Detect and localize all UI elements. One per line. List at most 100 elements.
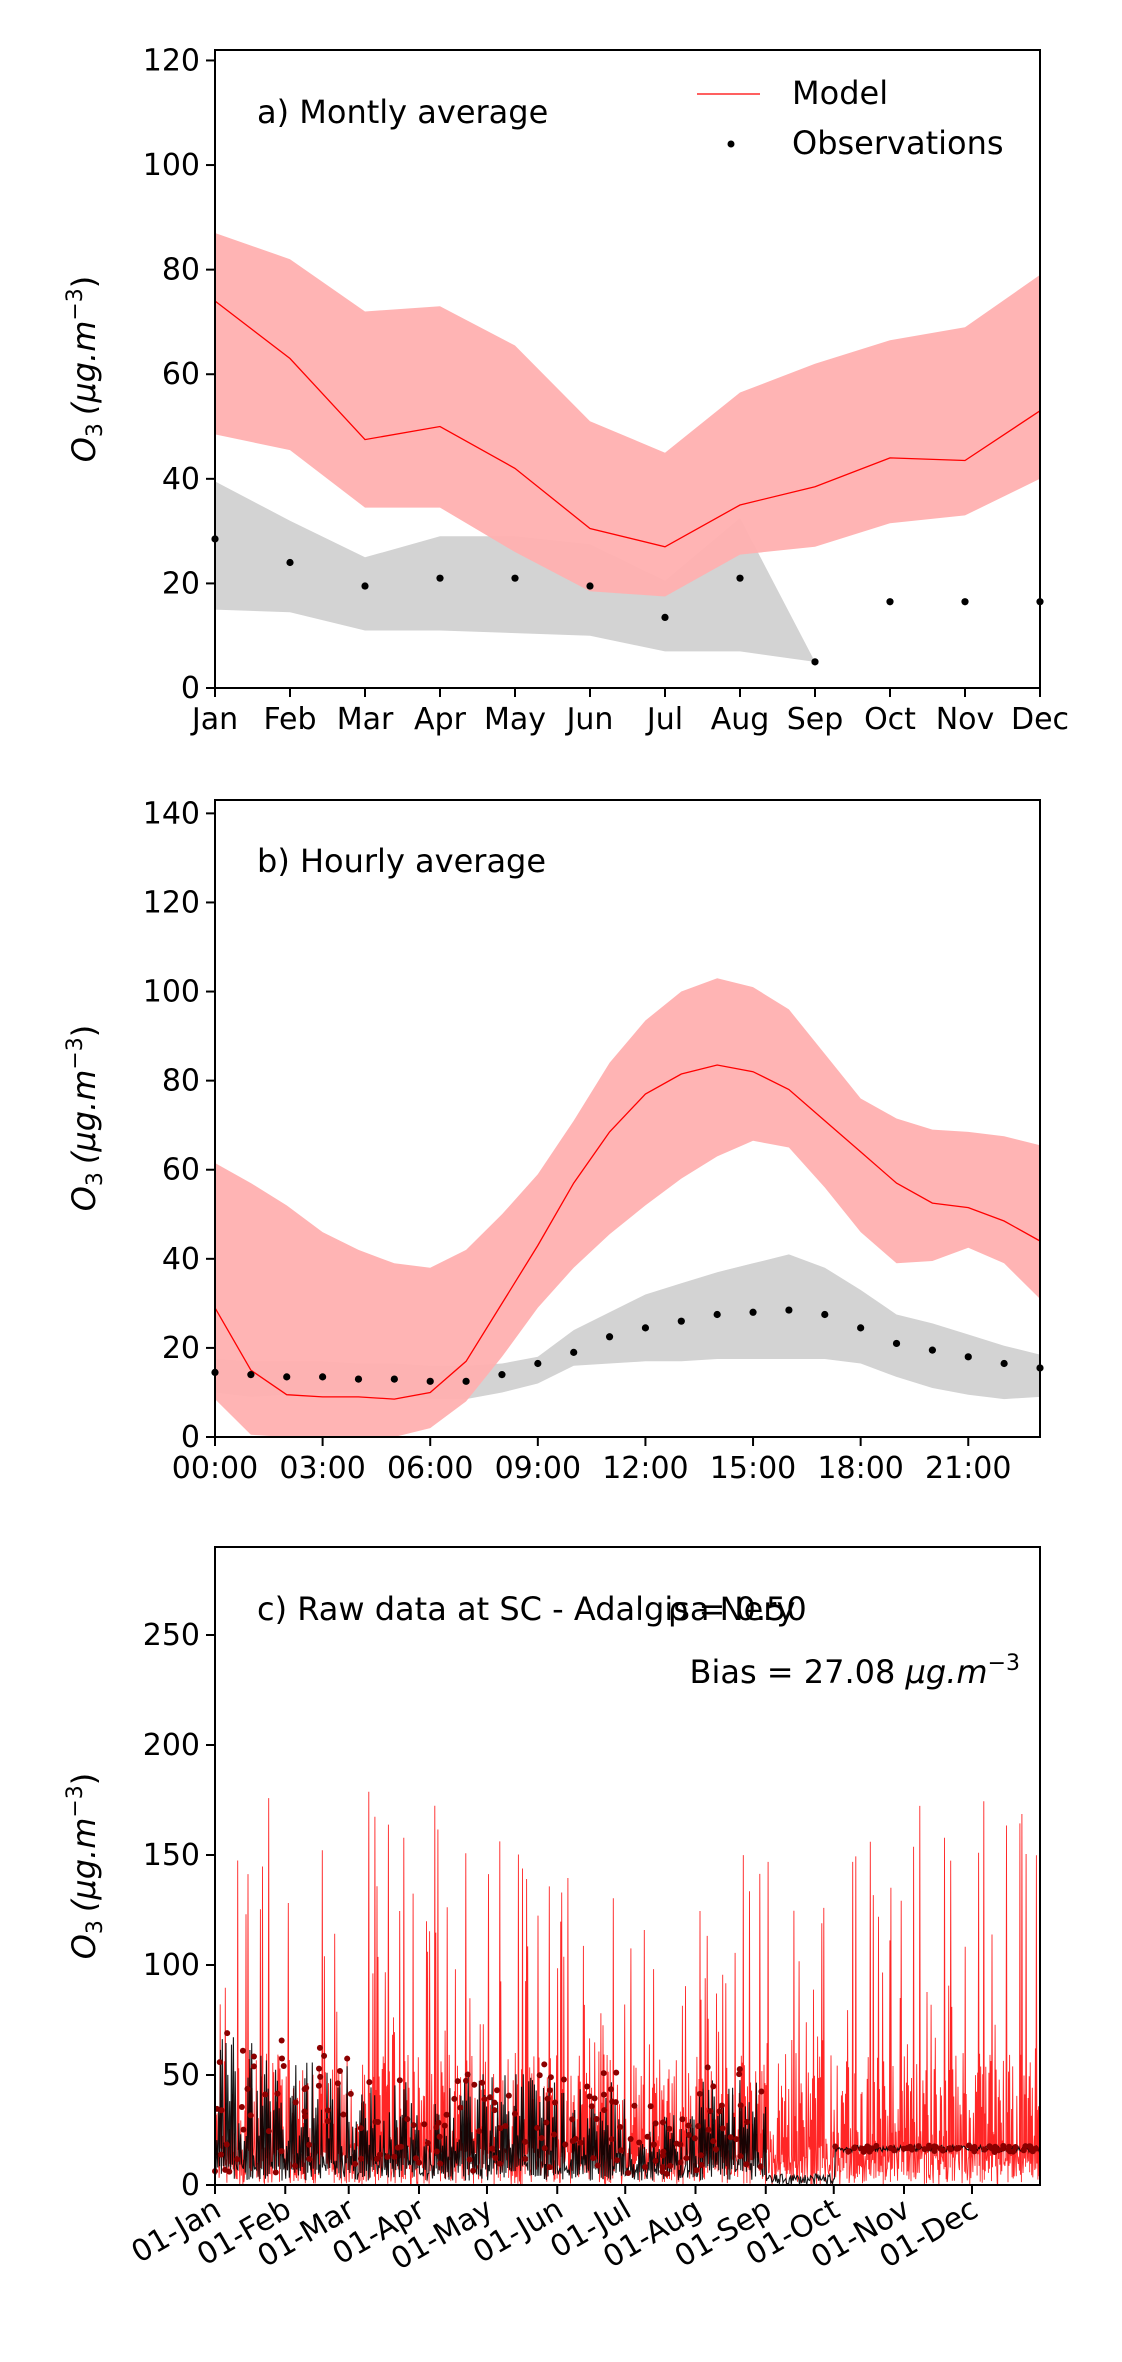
panel-c-observation-point: [464, 2071, 471, 2078]
panel-c-observation-point: [274, 2090, 281, 2097]
panel-c-observation-point: [590, 2155, 597, 2162]
panel-c-observation-point: [546, 2087, 553, 2094]
panel-c-ytick-label: 150: [143, 1838, 200, 1873]
panel-c-ytick-label: 50: [162, 2058, 200, 2093]
panel-c-ylabel: O3(μg.m−3): [63, 1773, 108, 1960]
panel-c-observation-point: [544, 2095, 551, 2102]
panel-c-observation-point: [412, 2155, 419, 2162]
panel-c-observation-point: [607, 2086, 614, 2093]
panel-c-observation-point: [218, 2107, 225, 2114]
panel-c-observation-point: [683, 2155, 690, 2162]
panel-c-observation-point: [376, 2151, 383, 2158]
panel-c-observation-point: [600, 2091, 607, 2098]
panel-c-ytick-label: 100: [143, 1948, 200, 1983]
panel-c-observation-point: [677, 2159, 684, 2166]
panel-c-observation-point: [727, 2134, 734, 2141]
panel-c-observation-point: [240, 2126, 247, 2133]
panel-c-observation-point: [704, 2064, 711, 2071]
panel-c-observation-point: [832, 2143, 839, 2150]
panel-c-observation-point: [673, 2140, 680, 2147]
panel-c-observation-point: [652, 2120, 659, 2127]
panel-b-ytick-label: 0: [181, 1420, 200, 1455]
panel-b-observation-point: [785, 1306, 793, 1314]
panel-c-observation-point: [347, 2090, 354, 2097]
panel-c-observation-point: [494, 2087, 501, 2094]
panel-c-bias: Bias = 27.08 μg.m−3: [689, 1651, 1020, 1691]
panel-c-rho: ρ = 0.50: [668, 1590, 807, 1628]
panel-c-observation-point: [710, 2138, 717, 2145]
panel-a-xtick-label: Sep: [787, 702, 844, 737]
panel-b-ylabel: O3(μg.m−3): [63, 1025, 108, 1212]
panel-c-observation-point: [1027, 2143, 1034, 2150]
panel-c-observation-point: [921, 2146, 928, 2153]
panel-c-observation-point: [601, 2107, 608, 2114]
panel-b-ytick-label: 20: [162, 1331, 200, 1366]
panel-b-observation-point: [247, 1371, 255, 1379]
panel-c-observation-point: [685, 2131, 692, 2138]
panel-b-hourly: 0 20 40 60 80 100 120 140 00:00 03:00 06:00 09:00 1…: [63, 796, 1044, 1486]
panel-a-ytick-label: 60: [162, 357, 200, 392]
panel-b-model-line: [214, 1064, 1041, 1400]
panel-b-observation-point: [605, 1333, 614, 1341]
panel-c-observation-point: [710, 2083, 717, 2090]
panel-c-observation-point: [404, 2116, 411, 2123]
panel-b-xtick-label: 12:00: [602, 1451, 688, 1486]
panel-a-ytick-label: 20: [162, 566, 200, 601]
panel-c-observation-point: [642, 2163, 649, 2170]
panel-c-observation-point: [433, 2124, 440, 2131]
panel-c-observation-point: [733, 2136, 740, 2143]
panel-b-ytick-label: 60: [162, 1153, 200, 1188]
panel-c-annotation: c) Raw data at SC - Adalgisa Nery: [257, 1590, 795, 1628]
panel-b-model-band: [215, 978, 1040, 1437]
panel-c-observation-point: [696, 2090, 703, 2097]
legend-observations-label: Observations: [792, 124, 1004, 162]
panel-c-observation-point: [743, 2118, 750, 2125]
panel-c-observation-point: [543, 2119, 550, 2126]
panel-a-xtick-label: Mar: [337, 702, 394, 737]
panel-b-ytick-label: 100: [143, 975, 200, 1010]
panel-c-observation-point: [971, 2148, 978, 2155]
panel-a-xtick-label: Jul: [645, 702, 683, 737]
panel-b-observation-point: [749, 1308, 757, 1316]
panel-c-observation-point: [491, 2099, 498, 2106]
panel-c-ytick-label: 0: [181, 2168, 200, 2203]
panel-c-observation-point: [631, 2102, 638, 2109]
panel-c-observation-point: [317, 2073, 324, 2080]
panel-c-observation-point: [421, 2121, 428, 2128]
panel-c-observation-point: [443, 2111, 450, 2118]
panel-b-xtick-label: 15:00: [710, 1451, 796, 1486]
panel-c-observation-point: [627, 2135, 634, 2142]
panel-c-observation-point: [915, 2143, 922, 2150]
panel-a-observation-point: [811, 658, 819, 666]
panel-c-observation-point: [861, 2145, 868, 2152]
panel-c-observation-point: [736, 2066, 743, 2073]
panel-c-observation-point: [572, 2136, 579, 2143]
panel-c-observation-point: [600, 2070, 607, 2077]
panel-c-observation-point: [384, 2153, 391, 2160]
panel-c-observation-point: [737, 2102, 744, 2109]
panel-c-observation-point: [541, 2061, 548, 2068]
panel-a-ytick-label: 40: [162, 462, 200, 497]
panel-c-observation-point: [217, 2151, 224, 2158]
panel-b-ytick-label: 120: [143, 885, 200, 920]
panel-c-observation-point: [463, 2077, 470, 2084]
panel-c-observation-point: [1012, 2143, 1019, 2150]
panel-c-observation-point: [593, 2115, 600, 2122]
panel-c-observation-point: [644, 2133, 651, 2140]
panel-c-observation-point: [334, 2080, 341, 2087]
panel-c-observation-point: [716, 2108, 723, 2115]
panel-c-observation-point: [939, 2147, 946, 2154]
panel-c-observation-point: [511, 2110, 518, 2117]
panel-c-observation-point: [278, 2148, 285, 2155]
panel-c-observation-point: [650, 2141, 657, 2148]
panel-c-observation-point: [497, 2125, 504, 2132]
panel-a-observation-point: [961, 598, 969, 606]
panel-a-xtick-label: Jan: [190, 702, 238, 737]
panel-c-observation-point: [546, 2164, 553, 2171]
panel-b-annotation: b) Hourly average: [257, 842, 546, 880]
panel-c-observation-point: [685, 2122, 692, 2129]
panel-c-observation-point: [278, 2037, 285, 2044]
panel-c-observation-point: [239, 2047, 246, 2054]
panel-b-observation-point: [857, 1324, 865, 1332]
